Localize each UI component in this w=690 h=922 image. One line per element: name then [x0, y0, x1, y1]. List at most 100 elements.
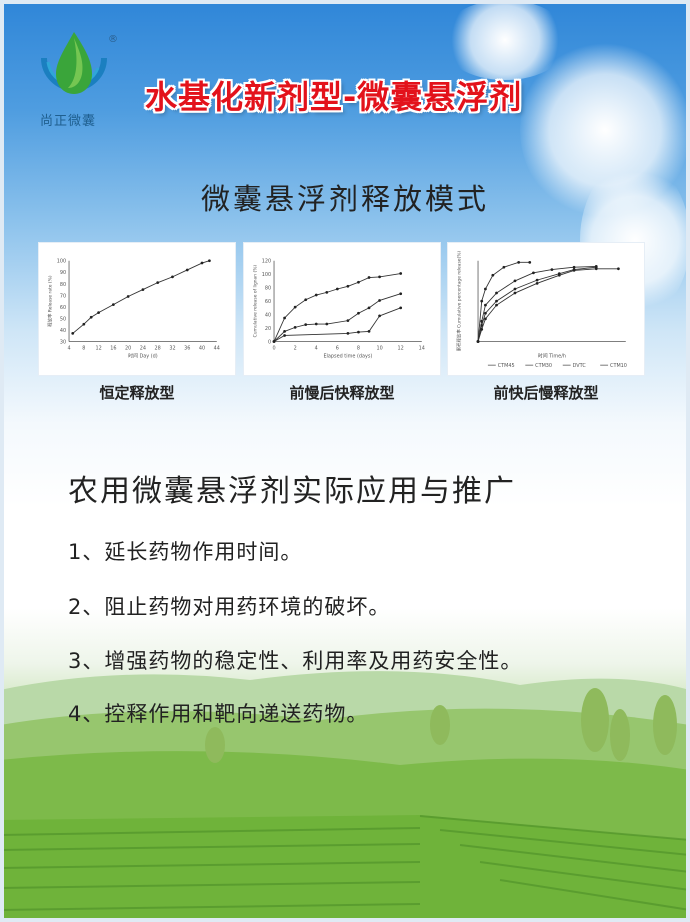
data-point	[399, 272, 403, 275]
data-point	[367, 330, 371, 333]
data-point	[325, 290, 329, 294]
y-tick-label: 40	[60, 328, 66, 334]
series-line	[273, 273, 401, 342]
brand-logo	[41, 32, 107, 94]
series-line	[273, 307, 401, 342]
y-tick-label: 80	[60, 282, 66, 288]
data-point	[335, 287, 339, 291]
data-point	[357, 311, 360, 315]
x-tick-label: 36	[184, 345, 190, 351]
x-tick-label: 12	[398, 345, 404, 351]
y-tick-label: 60	[60, 305, 66, 311]
data-point	[314, 322, 318, 326]
y-axis-label: 释放率 Release rate (%)	[46, 275, 53, 327]
legend-label: DVTC	[573, 363, 587, 369]
data-point	[572, 269, 576, 272]
data-point	[200, 261, 204, 265]
x-tick-label: 8	[82, 345, 85, 351]
x-tick-label: 24	[140, 345, 146, 351]
brand-name: 尚正微囊	[40, 114, 97, 129]
list-item: 1、延长药物作用时间。	[68, 540, 303, 564]
x-tick-label: 2	[294, 345, 297, 351]
data-point	[557, 273, 561, 277]
data-point	[528, 260, 532, 264]
data-point	[367, 306, 371, 310]
y-tick-label: 100	[262, 272, 271, 278]
data-point	[314, 293, 318, 297]
data-point	[484, 311, 487, 315]
x-tick-label: 44	[214, 345, 220, 351]
landscape-background	[0, 671, 690, 922]
series-line	[477, 261, 530, 342]
data-point	[126, 295, 130, 298]
data-point	[304, 323, 308, 327]
data-point	[517, 260, 521, 264]
y-tick-label: 30	[60, 339, 66, 345]
poster-title: 水基化新剂型-微囊悬浮剂	[145, 78, 523, 116]
data-point	[171, 275, 174, 279]
y-tick-label: 100	[57, 259, 66, 265]
data-point	[357, 280, 360, 284]
x-tick-label: 4	[315, 345, 318, 351]
series-line	[477, 265, 597, 342]
data-point	[378, 275, 381, 279]
chart-label-fast-slow: 前快后慢释放型	[493, 384, 599, 402]
data-point	[82, 322, 86, 326]
legend-label: CTM10	[610, 363, 627, 369]
release-modes-title: 微囊悬浮剂释放模式	[200, 182, 489, 216]
y-tick-label: 50	[60, 316, 66, 322]
data-point	[480, 323, 484, 327]
data-point	[535, 278, 539, 282]
data-point	[325, 322, 329, 326]
series-line	[273, 293, 401, 342]
data-point	[550, 268, 554, 271]
x-tick-label: 10	[376, 345, 382, 351]
data-point	[399, 292, 403, 296]
data-point	[89, 315, 93, 319]
data-point	[304, 298, 308, 302]
x-tick-label: 6	[336, 345, 339, 351]
x-axis-label: 时间 Time/h	[538, 352, 566, 359]
data-point	[495, 303, 498, 307]
data-point	[484, 303, 487, 307]
y-tick-label: 0	[268, 339, 271, 345]
data-point	[484, 287, 487, 291]
data-point	[480, 328, 484, 331]
data-point	[97, 311, 100, 315]
chart-fast-then-slow: 时间 Time/h 累积释放率 Cumulative percentage rel…	[447, 242, 645, 376]
x-axis-label: 时间 Day (d)	[128, 352, 158, 359]
chart-constant-release: 4 8 12 16 20 24 28 32 36 40 44 30 40 50 60 70 80 90 100 时间 …	[38, 242, 236, 376]
data-point	[535, 281, 539, 285]
list-item: 3、增强药物的稳定性、利用率及用药安全性。	[68, 649, 523, 673]
data-point	[572, 265, 576, 269]
chart-slow-then-fast: 0 2 4 6 8 10 12 14 0 20 40 60 80 100 120 Elapsed time (…	[243, 242, 441, 376]
data-point	[480, 299, 484, 303]
x-tick-label: 28	[155, 345, 161, 351]
data-point	[502, 265, 506, 269]
data-point	[293, 325, 297, 329]
x-tick-label: 14	[419, 345, 425, 351]
data-point	[283, 334, 286, 337]
data-point	[484, 317, 487, 321]
data-point	[513, 291, 517, 295]
data-point	[491, 273, 495, 277]
y-tick-label: 90	[60, 270, 66, 276]
data-point	[495, 299, 498, 303]
y-tick-label: 70	[60, 293, 66, 299]
data-point	[476, 340, 480, 343]
data-point	[617, 267, 620, 271]
x-tick-label: 20	[125, 345, 131, 351]
data-point	[156, 281, 160, 285]
data-point	[272, 340, 276, 343]
application-section-title: 农用微囊悬浮剂实际应用与推广	[68, 474, 516, 509]
series-line	[477, 268, 619, 342]
y-axis-label: Cumulative release of lignan (%)	[252, 265, 258, 338]
data-point	[399, 306, 403, 310]
data-point	[283, 330, 286, 333]
data-point	[357, 330, 360, 334]
data-point	[513, 279, 517, 283]
data-point	[513, 287, 517, 291]
chart-label-slow-fast: 前慢后快释放型	[289, 384, 395, 402]
x-tick-label: 40	[199, 345, 205, 351]
x-tick-label: 0	[272, 345, 275, 351]
